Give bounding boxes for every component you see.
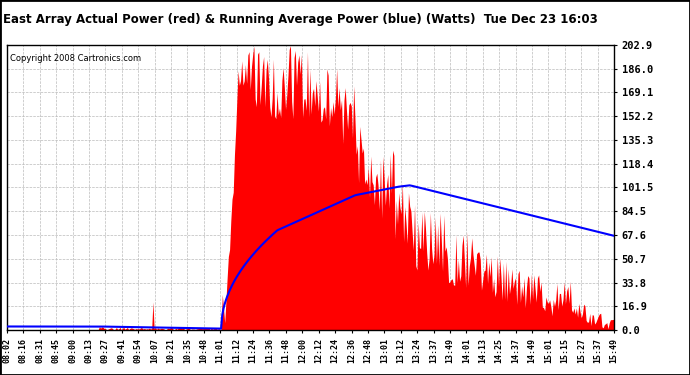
Text: Copyright 2008 Cartronics.com: Copyright 2008 Cartronics.com	[10, 54, 141, 63]
Text: East Array Actual Power (red) & Running Average Power (blue) (Watts)  Tue Dec 23: East Array Actual Power (red) & Running …	[3, 13, 598, 26]
